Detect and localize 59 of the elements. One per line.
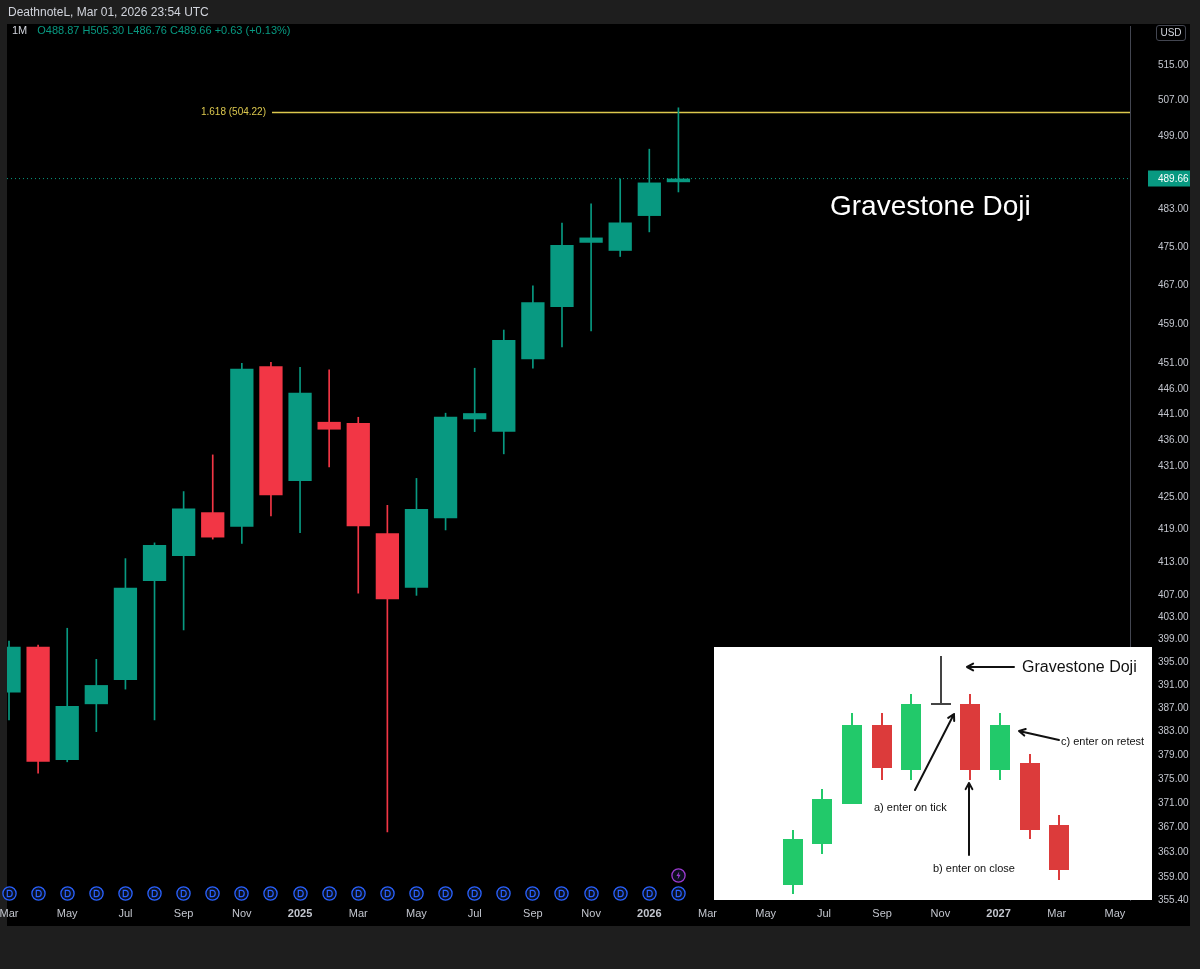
y-tick-label: 413.00 — [1158, 555, 1190, 567]
x-tick-label: Nov — [581, 906, 602, 919]
y-tick-label: 395.00 — [1158, 655, 1190, 667]
x-tick-label: Sep — [872, 906, 892, 919]
y-tick-label: 436.00 — [1158, 433, 1190, 445]
y-tick-label: 467.00 — [1158, 279, 1190, 290]
y-tick-label: 399.00 — [1158, 633, 1190, 645]
y-tick-label: 425.00 — [1158, 491, 1190, 503]
y-tick-label: 499.00 — [1158, 129, 1190, 141]
y-tick-label: 359.00 — [1158, 871, 1190, 883]
y-tick-label: 383.00 — [1158, 725, 1190, 737]
y-tick-label: 451.00 — [1158, 357, 1190, 369]
y-tick-label: 403.00 — [1158, 610, 1190, 622]
x-tick-label: 2025 — [287, 906, 313, 919]
chart-title: 1M — [12, 24, 28, 37]
y-tick-label: 363.00 — [1158, 846, 1190, 858]
y-tick-label: 355.40 — [1158, 893, 1190, 905]
candlestick — [463, 367, 487, 432]
x-tick-label: Nov — [232, 906, 253, 919]
y-tick-label: 379.00 — [1158, 749, 1190, 761]
x-tick-label: Mar — [348, 906, 369, 919]
y-axis-title: USD — [1156, 25, 1186, 41]
x-tick-label: Jul — [816, 906, 831, 919]
x-tick-label: May — [1104, 906, 1126, 919]
candlestick — [317, 369, 341, 468]
x-tick-label: Mar — [698, 906, 718, 919]
y-tick-label: 367.00 — [1158, 821, 1190, 833]
y-tick-label: 419.00 — [1158, 523, 1190, 535]
chart-subtitle: O488.87 H505.30 L486.76 C489.66 +0.63 (+0.13%) — [37, 24, 291, 37]
x-tick-label: Sep — [523, 906, 543, 919]
x-tick-label: Mar — [1047, 906, 1067, 919]
x-tick-label: Mar — [0, 906, 19, 919]
y-tick-label: 459.00 — [1158, 317, 1190, 329]
x-tick-label: May — [56, 906, 79, 919]
x-tick-label: May — [755, 906, 777, 919]
x-tick-label: May — [406, 906, 428, 919]
x-tick-label: Jul — [118, 906, 133, 919]
candlestick — [579, 203, 603, 332]
y-tick-label: 431.00 — [1158, 459, 1190, 471]
x-tick-label: Nov — [930, 906, 951, 919]
x-tick-label: Jul — [467, 906, 482, 919]
x-tick-label: 2027 — [986, 906, 1011, 919]
y-tick-label: 371.00 — [1158, 797, 1190, 809]
ref-line-label: 489.66 — [1158, 172, 1190, 184]
y-tick-label: 475.00 — [1158, 240, 1190, 252]
annotation: Gravestone Doji — [830, 189, 1031, 221]
x-tick-label: 2026 — [637, 906, 662, 919]
y-tick-label: 515.00 — [1158, 58, 1190, 70]
y-tick-label: 446.00 — [1158, 382, 1190, 394]
y-tick-label: 441.00 — [1158, 407, 1190, 419]
x-tick-label: Sep — [173, 906, 194, 919]
y-tick-label: 387.00 — [1158, 702, 1190, 713]
y-tick-label: 483.00 — [1158, 203, 1190, 215]
y-tick-label: 507.00 — [1158, 93, 1190, 105]
ref-line-label: 1.618 (504.22) — [200, 106, 266, 118]
y-tick-label: 391.00 — [1158, 678, 1190, 690]
y-tick-label: 375.00 — [1158, 772, 1190, 784]
text: DeathnoteL, Mar 01, 2026 23:54 UTC — [8, 4, 209, 20]
y-tick-label: 407.00 — [1158, 588, 1190, 600]
